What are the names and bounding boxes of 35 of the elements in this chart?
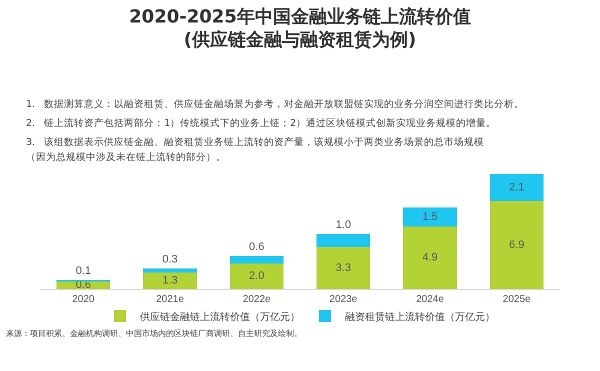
bar: [316, 234, 370, 247]
text: （因为总规模中涉及未在链上流转的部分）。: [26, 151, 226, 163]
text: 1. 数据测算意义：以融资租赁、供应链金融场景为参考，对金融开放联盟链实现的业务分润空间进行类比分析。: [26, 98, 524, 110]
x-tick-label: 2022e: [242, 294, 272, 305]
data-label: 0.1: [76, 265, 91, 278]
data-label: 2.0: [249, 270, 264, 282]
bar: [403, 207, 457, 226]
x-tick-label: 2020: [72, 294, 95, 305]
bar: [403, 226, 457, 289]
x-tick-label: 2021e: [156, 294, 184, 305]
data-label: 6.9: [509, 238, 524, 251]
bar: [230, 256, 284, 264]
data-label: 1.0: [336, 219, 351, 232]
text: 2. 链上流转资产包括两部分：1）传统模式下的业务上链；2）通过区块链模式创新实现业务规模的增量。: [26, 117, 496, 129]
bar: [490, 200, 544, 289]
source-note: 来源：项目积累、金融机构调研、中国市场内的区块链厂商调研、自主研究及绘制。: [6, 329, 302, 338]
bar: [316, 246, 370, 289]
data-label: 1.5: [422, 210, 438, 223]
data-label: 0.6: [249, 240, 264, 253]
x-tick-label: 2024e: [416, 294, 444, 305]
x-tick-label: 2023e: [329, 294, 358, 305]
x-tick-label: 2025e: [502, 294, 532, 305]
bar: [143, 268, 197, 272]
text: 3. 该组数据表示供应链金融、融资租赁业务链上流转的资产量，该规模小于两类业务场景的总市场规模: [26, 136, 484, 148]
chart-title: 2020-2025年中国金融业务链上流转价值 (供应链金融与融资租赁为例): [129, 6, 471, 51]
bar: [230, 263, 284, 289]
data-label: 4.9: [422, 252, 438, 264]
bar: [143, 272, 197, 289]
bar: [490, 174, 544, 201]
legend-label: 供应链金融链上流转价值（万亿元）: [140, 310, 300, 323]
data-label: 0.3: [162, 254, 178, 266]
data-label: 3.3: [336, 262, 351, 274]
legend-label: 融资租赁链上流转价值（万亿元）: [345, 310, 495, 323]
data-label: 2.1: [509, 181, 524, 194]
data-label: 1.3: [162, 274, 178, 287]
